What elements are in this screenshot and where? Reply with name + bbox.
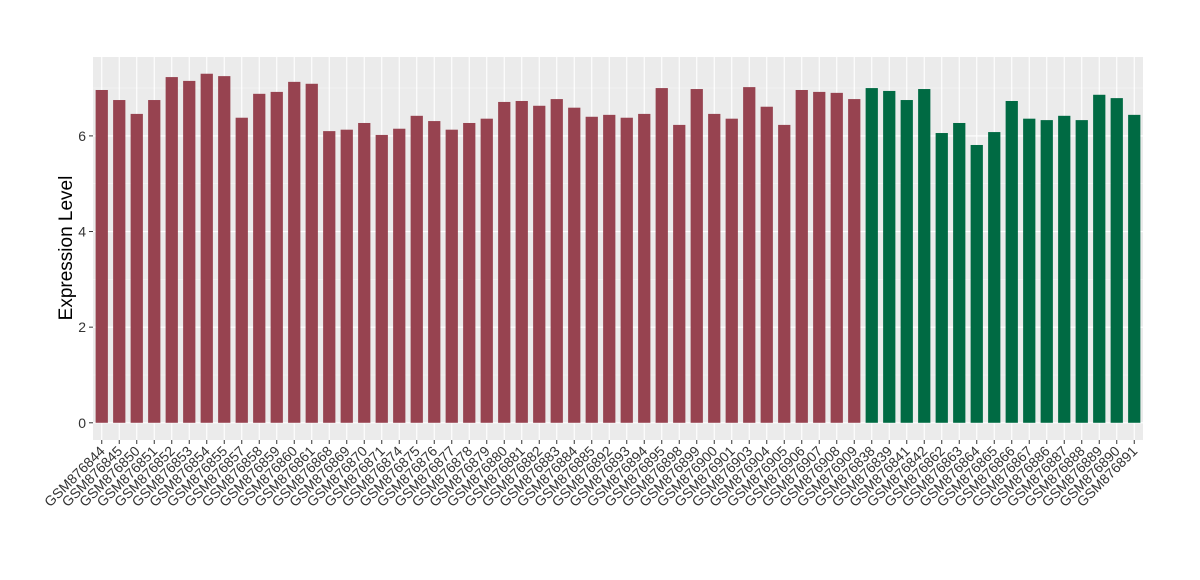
bar: [708, 113, 721, 423]
bar: [1110, 98, 1123, 423]
bar: [1075, 120, 1088, 423]
bar: [1023, 118, 1036, 423]
bar: [550, 99, 563, 423]
bar: [1040, 120, 1053, 423]
bar: [340, 129, 353, 423]
bar: [1005, 100, 1018, 423]
y-tick-label: 0: [78, 415, 86, 431]
bar: [305, 83, 318, 423]
bar: [113, 100, 126, 423]
bar: [568, 107, 581, 423]
bar: [638, 113, 651, 423]
bar: [1058, 115, 1071, 423]
bar: [603, 114, 616, 423]
bar: [218, 76, 231, 423]
bar: [393, 128, 406, 423]
bar: [95, 89, 108, 423]
bar: [865, 88, 878, 423]
bar: [498, 101, 511, 423]
bar: [778, 124, 791, 423]
bar: [235, 117, 248, 423]
bar: [463, 122, 476, 423]
bar: [288, 81, 301, 423]
bar: [813, 91, 826, 423]
bar: [795, 89, 808, 423]
bar: [1128, 114, 1141, 423]
bar: [148, 100, 161, 423]
bar: [323, 131, 336, 423]
bar: [970, 144, 983, 423]
bar: [673, 124, 686, 423]
bar: [445, 129, 458, 423]
bar: [183, 80, 196, 423]
bar: [515, 100, 528, 423]
bar: [830, 92, 843, 423]
bar: [1093, 94, 1106, 423]
bar: [533, 105, 546, 423]
bar: [988, 132, 1001, 423]
bar: [270, 91, 283, 423]
bar: [200, 73, 213, 423]
bar: [620, 117, 633, 423]
bar: [935, 133, 948, 423]
bar: [848, 99, 861, 423]
bar: [480, 118, 493, 423]
bar: [918, 89, 931, 423]
bar: [655, 88, 668, 423]
bar: [725, 118, 738, 423]
bar: [130, 113, 143, 423]
bar: [375, 134, 388, 423]
bar: [165, 77, 178, 423]
bar: [900, 100, 913, 423]
bar: [358, 122, 371, 423]
bar: [760, 106, 773, 423]
bar: [743, 87, 756, 423]
bar: [410, 115, 423, 423]
y-tick-label: 4: [78, 224, 86, 240]
bar: [585, 116, 598, 423]
y-axis-label: Expression Level: [56, 176, 77, 321]
bar: [253, 93, 266, 423]
y-tick-label: 6: [78, 128, 86, 144]
bar: [690, 89, 703, 423]
bar: [883, 90, 896, 423]
bar: [953, 122, 966, 423]
bar: [428, 121, 441, 423]
plot-panel: [93, 57, 1143, 440]
y-tick-label: 2: [78, 319, 86, 335]
